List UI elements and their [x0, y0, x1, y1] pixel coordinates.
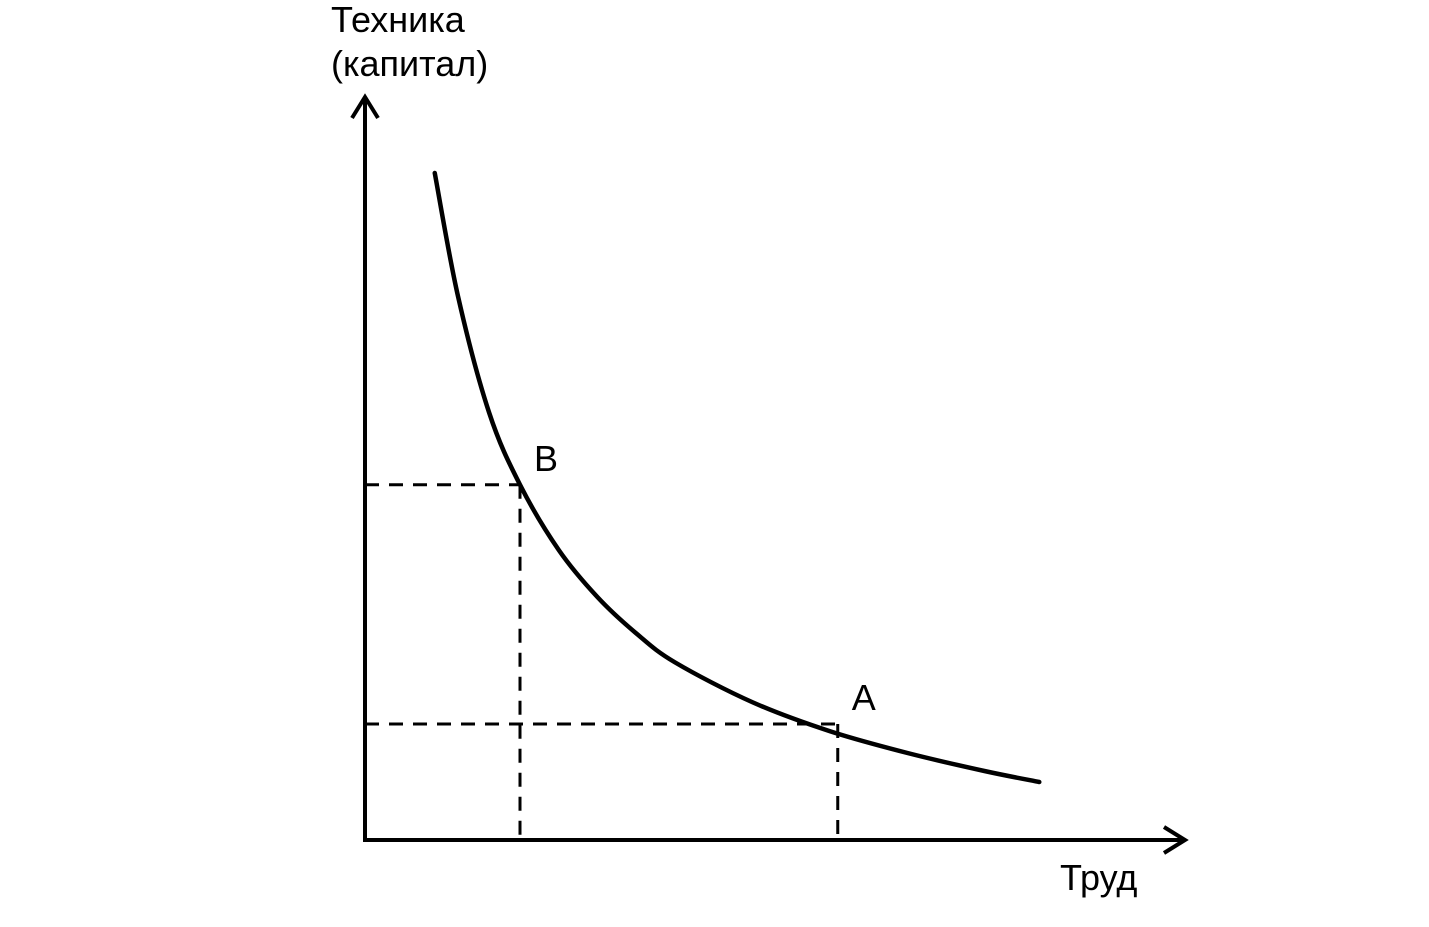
x-axis-label: Труд [1060, 857, 1137, 898]
y-axis-label-line1: Техника [331, 0, 466, 40]
point-labels: BA [534, 438, 876, 718]
point-label-b: B [534, 438, 558, 479]
point-label-a: A [852, 677, 876, 718]
guide-lines [365, 483, 840, 840]
y-axis-arrow [350, 93, 380, 120]
y-axis-label-line2: (капитал) [331, 43, 488, 84]
isoquant-curve [432, 170, 1042, 785]
x-axis-arrow [1162, 825, 1189, 855]
